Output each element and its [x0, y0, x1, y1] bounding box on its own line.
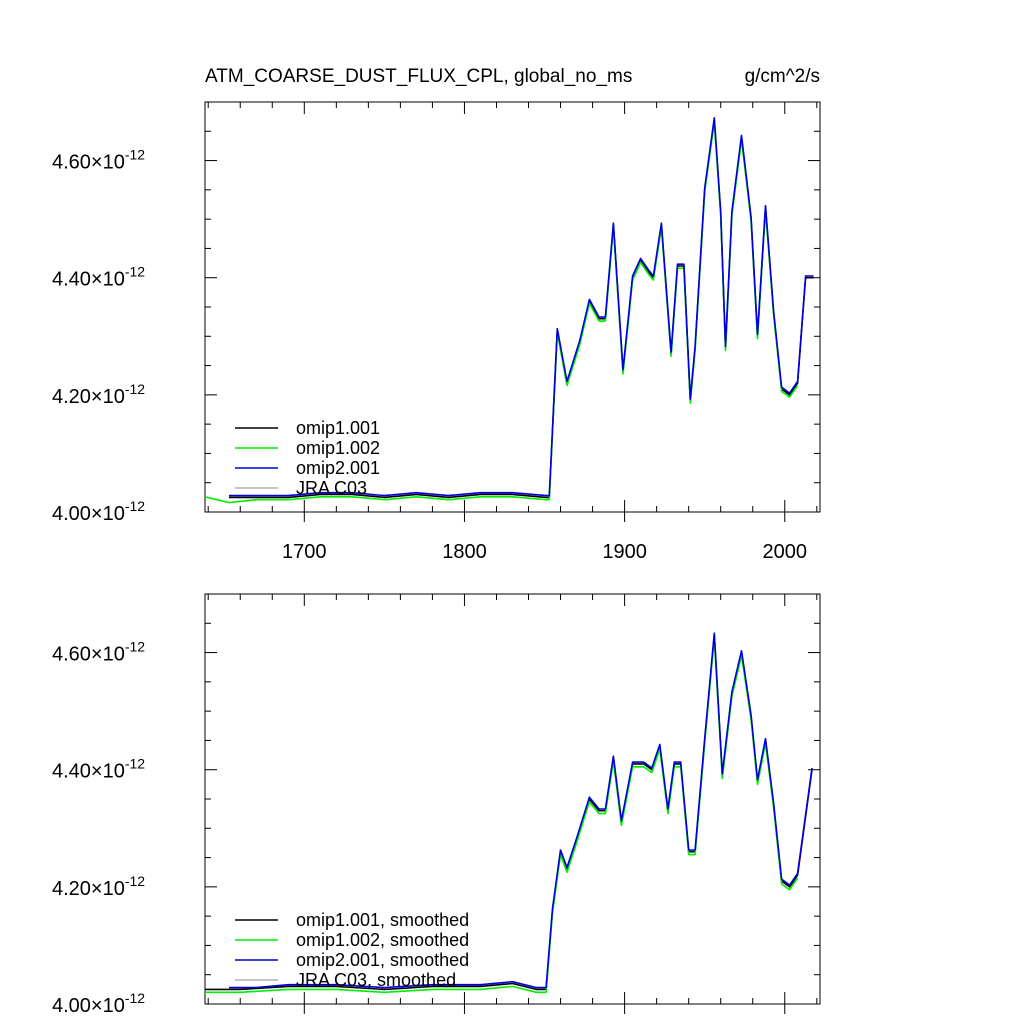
- x-tick-label: 1900: [602, 541, 647, 563]
- chart-title: ATM_COARSE_DUST_FLUX_CPL, global_no_ms: [205, 66, 632, 87]
- chart-units: g/cm^2/s: [745, 66, 820, 87]
- bottom-panel: 4.00×10-12 4.20×10-12 4.40×10-12 4.60×10-12…: [52, 593, 821, 1017]
- legend-label: JRA C03: [296, 478, 367, 498]
- legend-label: omip2.001, smoothed: [296, 950, 469, 970]
- legend-label: omip1.002: [296, 438, 380, 458]
- series-line: [229, 117, 814, 497]
- legend-label: omip1.001: [296, 418, 380, 438]
- x-tick-label: 1700: [282, 541, 327, 563]
- series-line: [229, 632, 813, 989]
- legend-label: omip1.002, smoothed: [296, 930, 469, 950]
- y-tick-label: 4.40×10-12: [52, 756, 145, 783]
- legend-label: omip2.001: [296, 458, 380, 478]
- legend-label: omip1.001, smoothed: [296, 910, 469, 930]
- legend-label: JRA C03, smoothed: [296, 970, 456, 990]
- y-tick-label: 4.00×10-12: [52, 990, 145, 1017]
- y-tick-label: 4.60×10-12: [52, 147, 145, 174]
- y-tick-label: 4.40×10-12: [52, 264, 145, 291]
- series-line: [204, 121, 799, 504]
- x-tick-label: 2000: [763, 541, 808, 563]
- y-tick-label: 4.20×10-12: [52, 873, 145, 900]
- y-tick-label: 4.20×10-12: [52, 381, 145, 408]
- x-tick-label: 1800: [442, 541, 487, 563]
- y-tick-label: 4.00×10-12: [52, 498, 145, 525]
- top-panel: 4.00×10-12 4.20×10-12 4.40×10-12 4.60×10-12…: [52, 66, 821, 563]
- y-tick-label: 4.60×10-12: [52, 639, 145, 666]
